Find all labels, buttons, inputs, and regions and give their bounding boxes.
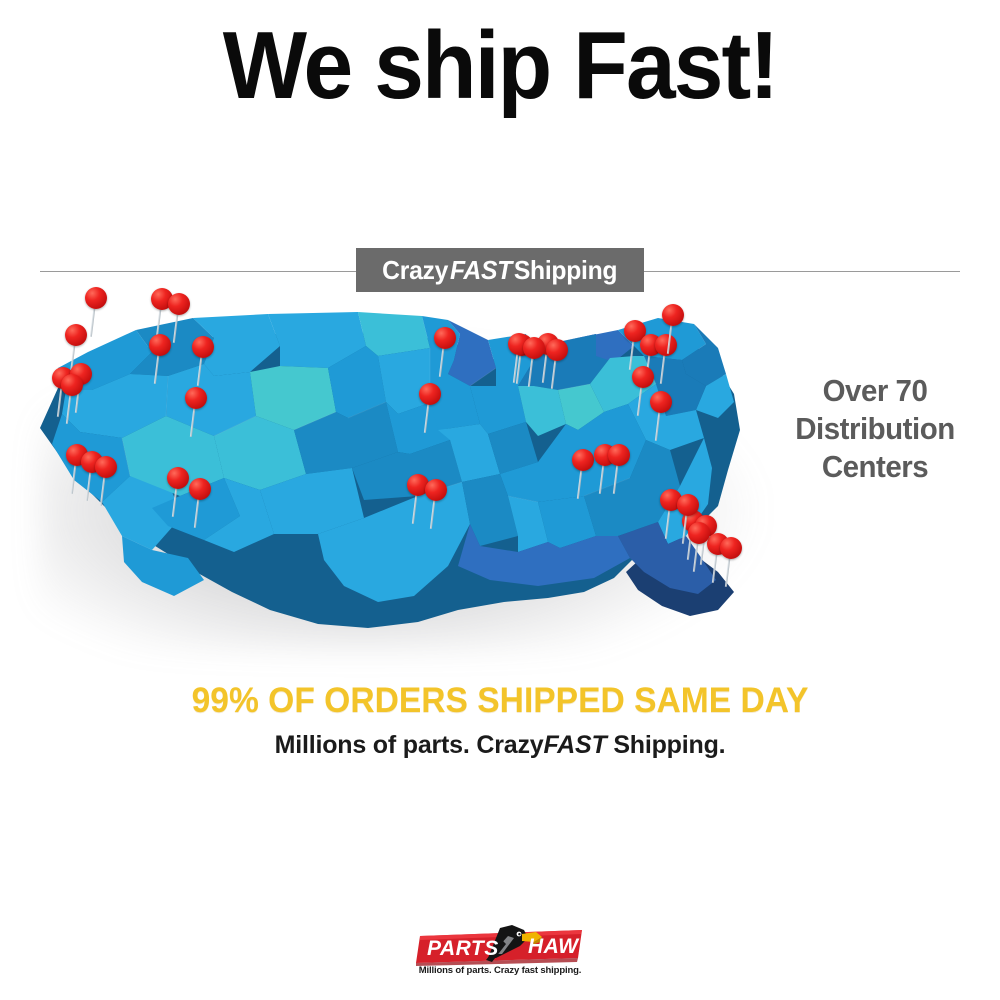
us-distribution-map: [18, 287, 778, 670]
map-pin-head: [419, 383, 441, 405]
hawk-icon: [486, 925, 542, 962]
map-pin-head: [65, 324, 87, 346]
page-title: We ship Fast!: [222, 12, 779, 119]
same-day-claim: 99% OF ORDERS SHIPPED SAME DAY: [191, 681, 809, 720]
map-pin-head: [168, 293, 190, 315]
partshawk-logo[interactable]: PARTS HAWK Millions of parts. Crazy fast…: [416, 924, 584, 986]
map-pin-head: [688, 522, 710, 544]
map-pin-head: [189, 478, 211, 500]
logo-tagline: Millions of parts. Crazy fast shipping.: [418, 965, 582, 976]
map-pin-head: [185, 387, 207, 409]
logo-word-hawk: HAWK: [528, 935, 584, 958]
banner-emphasis: FAST: [450, 254, 513, 285]
map-pin-head: [523, 337, 545, 359]
map-pin-head: [61, 374, 83, 396]
map-pin-head: [655, 334, 677, 356]
map-pin-head: [425, 479, 447, 501]
callout-line-1: Over 70: [822, 373, 928, 408]
map-pin-head: [546, 339, 568, 361]
banner-prefix: Crazy: [382, 254, 449, 285]
map-pin-head: [662, 304, 684, 326]
map-pin-head: [434, 327, 456, 349]
map-pin-head: [85, 287, 107, 309]
map-pin-head: [167, 467, 189, 489]
crazy-fast-shipping-banner: CrazyFASTShipping: [356, 248, 644, 292]
callout-line-2: Distribution: [795, 410, 955, 446]
map-pin-head: [608, 444, 630, 466]
map-pin-head: [149, 334, 171, 356]
map-pin-head: [677, 494, 699, 516]
subtitle-emphasis: FAST: [543, 731, 607, 759]
banner-text: CrazyFASTShipping: [382, 255, 617, 286]
distribution-centers-callout: Over 70 Distribution Centers: [766, 372, 985, 485]
map-pin-head: [632, 366, 654, 388]
subtitle-prefix: Millions of parts. Crazy: [274, 731, 544, 759]
us-map-graphic: [40, 312, 740, 628]
map-pin-head: [192, 336, 214, 358]
map-pin-head: [624, 320, 646, 342]
banner-suffix: Shipping: [514, 254, 618, 285]
map-states: [52, 312, 734, 602]
subtitle-suffix: Shipping.: [613, 731, 726, 759]
map-pin-head: [720, 537, 742, 559]
map-pin-head: [95, 456, 117, 478]
map-pin-head: [660, 489, 682, 511]
map-pin-head: [572, 449, 594, 471]
callout-line-3: Centers: [821, 448, 929, 484]
map-pin-head: [151, 288, 173, 310]
map-pin-head: [650, 391, 672, 413]
partshawk-logo-graphic: PARTS HAWK: [416, 925, 584, 966]
map-pin-head: [407, 474, 429, 496]
subtitle-tagline: Millions of parts. CrazyFAST Shipping.: [0, 731, 1000, 760]
logo-word-parts: PARTS: [427, 937, 499, 960]
